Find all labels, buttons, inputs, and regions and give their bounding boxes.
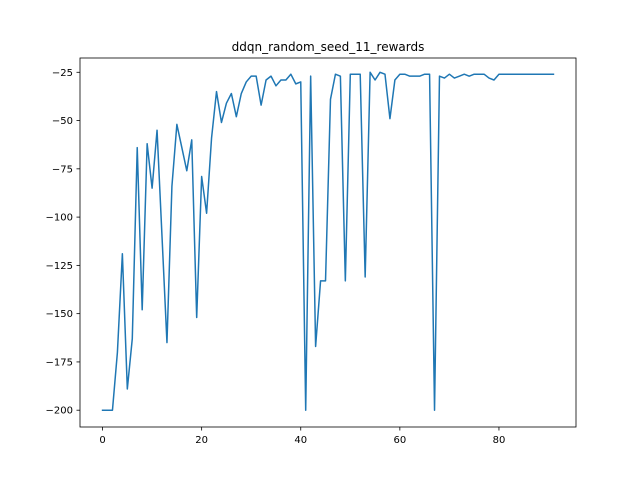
x-tick-label: 0: [99, 435, 105, 446]
y-tick-label: −25: [52, 68, 73, 79]
axes-frame: [79, 57, 577, 428]
y-tick-label: −100: [46, 213, 73, 224]
y-tick-label: −125: [46, 261, 73, 272]
series-line-0: [101, 71, 555, 411]
y-tick-label: −200: [46, 406, 73, 417]
plot-area: 0 20 40 60 80 −200 −175 −150 −125 −100 −75 −50 −25: [46, 57, 577, 446]
x-tick-label: 60: [393, 435, 406, 446]
x-tick-label: 40: [294, 435, 307, 446]
y-tick-label: −50: [52, 116, 73, 127]
y-tick-label: −175: [46, 357, 73, 368]
y-tick-label: −150: [46, 309, 73, 320]
x-tick-label: 20: [195, 435, 208, 446]
x-tick-label: 80: [493, 435, 506, 446]
chart-title: ddqn_random_seed_11_rewards: [232, 40, 425, 54]
y-tick-label: −75: [52, 164, 73, 175]
